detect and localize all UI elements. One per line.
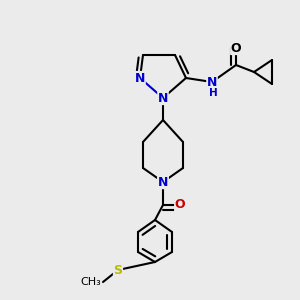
- Text: S: S: [113, 263, 122, 277]
- Text: O: O: [231, 41, 241, 55]
- Text: N: N: [158, 92, 168, 104]
- Text: H: H: [208, 88, 217, 98]
- Text: N: N: [207, 76, 217, 88]
- Text: O: O: [175, 199, 185, 212]
- Text: N: N: [158, 176, 168, 188]
- Text: N: N: [135, 71, 145, 85]
- Text: CH₃: CH₃: [80, 277, 101, 287]
- Text: N: N: [158, 176, 168, 188]
